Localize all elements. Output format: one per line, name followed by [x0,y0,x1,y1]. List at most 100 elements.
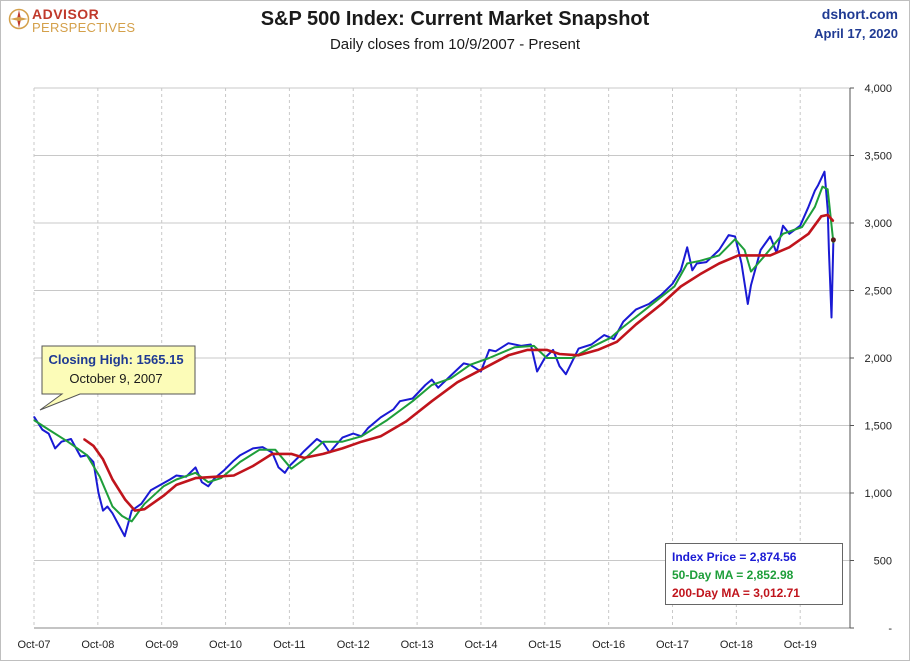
index-price-point [431,379,433,381]
callout-closing-high: Closing High: 1565.15 [48,352,184,367]
ma50-point [258,449,260,451]
x-tick-label: Oct-13 [401,639,434,651]
ma200-point [252,465,254,467]
ma50-point [111,505,114,508]
ma200-line [83,213,835,512]
callout-date: October 9, 2007 [69,371,163,386]
index-price-point [807,206,810,208]
ma50-point [207,481,209,483]
ma50-point [48,428,50,431]
ma50-point [673,285,676,288]
index-price-point [734,235,736,238]
x-tick-label: Oct-16 [592,639,625,651]
legend-box: Index Price = 2,874.56 50-Day MA = 2,852… [665,543,843,605]
ma200-point [546,349,548,351]
x-tick-label: Oct-18 [720,639,753,651]
index-price-point [782,225,784,227]
chart-title: S&P 500 Index: Current Market Snapshot [260,8,650,30]
index-price-point [728,234,730,236]
index-price-point [297,457,299,459]
ma200-point [699,273,701,275]
ma50-point [67,441,69,443]
index-price-point [412,397,414,400]
index-price-point [106,505,109,508]
index-price-point [380,416,382,418]
index-price-point [817,184,819,186]
index-price-point [760,249,762,251]
ma50-point [686,262,688,265]
ma200-point [750,254,752,256]
x-tick-label: Oct-08 [81,639,114,651]
index-price-point [352,433,354,435]
ma50-point [412,400,414,402]
logo-line2: PERSPECTIVES [32,20,136,35]
advisor-perspectives-logo: ADVISOR PERSPECTIVES [8,6,148,36]
closing-high-callout [39,345,196,411]
ma200-point [661,303,663,305]
ma50-point [131,520,133,522]
index-price-point [507,342,510,344]
ma50-point [590,346,593,348]
callout-box: Closing High: 1565.15 October 9, 2007 [42,350,190,388]
ma200-point [271,453,273,455]
index-price-point [799,225,801,227]
ma200-point [405,420,407,423]
index-price-point [823,171,826,173]
index-price-point [70,438,72,440]
ma200-point [526,349,529,351]
logo-line1: ADVISOR [32,6,100,22]
ma50-point [821,185,824,188]
x-tick-label: Oct-17 [656,639,689,651]
y-tick-label: 2,500 [864,286,892,298]
ma50-point [341,441,343,443]
y-axis: 4,000 3,500 3,000 2,500 2,000 1,500 1,000 500 - [849,83,892,635]
ma50-point [220,477,222,479]
ma200-point [214,476,216,478]
y-tick-label: 1,000 [864,488,892,500]
y-tick-label: 4,000 [864,83,892,95]
index-price-point [788,233,790,235]
chart-subtitle: Daily closes from 10/9/2007 - Present [329,36,581,53]
legend-50day-ma: 50-Day MA = 2,852.98 [672,568,794,582]
ma200-point [507,354,510,356]
ma200-point [290,453,292,455]
index-price-point [495,350,497,352]
index-price-point [661,293,663,296]
ma50-point [533,345,535,347]
y-tick-label: 3,500 [864,151,892,163]
index-price-point [194,466,197,468]
index-price-point [169,478,171,481]
index-price-point [814,190,816,192]
ma200-point [124,499,126,501]
x-tick-label: Oct-12 [337,639,370,651]
index-price-point [463,362,465,364]
ma200-point [111,478,114,481]
index-price-point [80,455,82,458]
index-price-point [437,387,439,389]
ma200-point [83,438,85,440]
ma200-point [360,441,363,443]
index-price-point [424,384,426,386]
ma50-point [571,357,573,359]
y-tick-label: 500 [874,556,892,568]
x-tick-label: Oct-14 [464,639,497,651]
ma50-point [194,472,197,474]
ma200-point [680,285,682,288]
ma200-point [322,453,324,455]
ma50-point [386,419,388,421]
index-price-point [769,235,771,238]
ma50-point [239,461,241,463]
ma200-point [807,233,810,235]
x-tick-label: Oct-09 [145,639,178,651]
index-price-point [150,489,152,491]
index-price-point [747,303,749,305]
ma50-point [322,441,324,443]
legend-index-price: Index Price = 2,874.56 [672,550,797,564]
ma200-point [163,495,165,497]
ma200-point [341,447,343,450]
ma200-point [832,220,834,222]
ma50-point [274,449,276,451]
ma50-point [832,242,834,244]
ma200-point [194,477,197,479]
ma200-point [558,353,561,355]
